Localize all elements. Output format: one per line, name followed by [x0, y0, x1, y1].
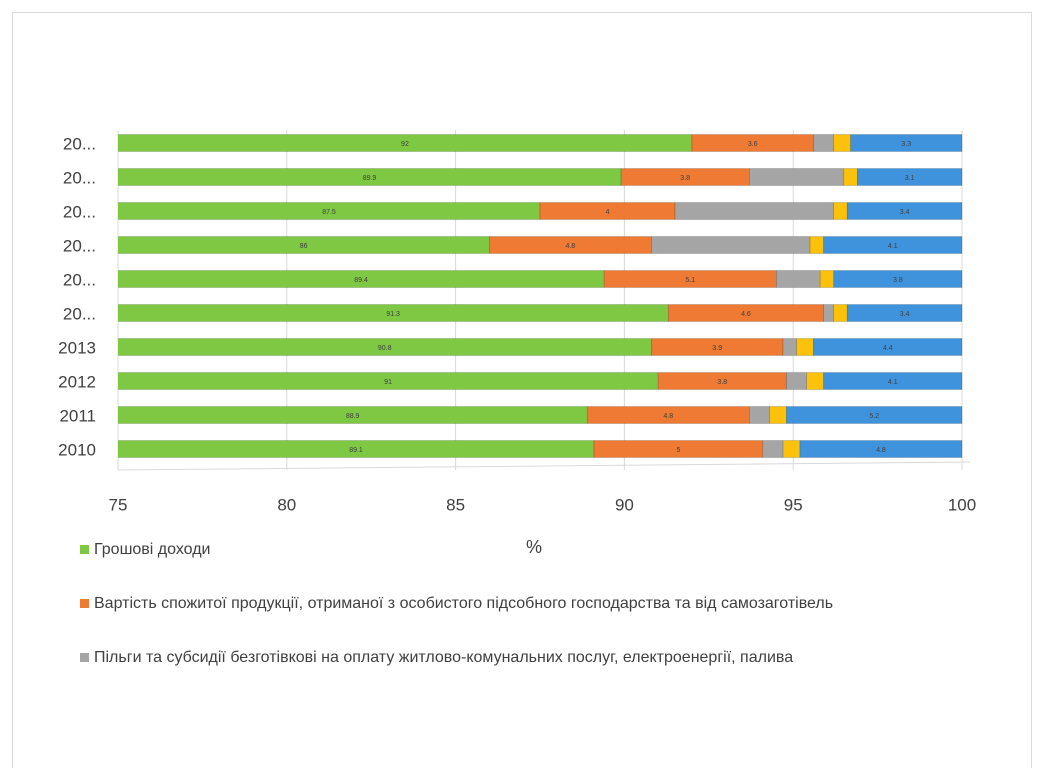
x-tick-label: 75 — [109, 495, 128, 514]
data-label: 4.8 — [566, 243, 576, 250]
bar-segment — [603, 270, 777, 288]
bar-segment — [796, 338, 814, 356]
y-tick-label: 2011 — [59, 406, 96, 425]
data-label: 92 — [401, 141, 409, 148]
data-label: 4.1 — [888, 379, 898, 386]
bar-segment — [809, 236, 824, 254]
data-label: 3.8 — [717, 379, 727, 386]
y-tick-label: 2013 — [58, 338, 96, 357]
y-tick-label: 20... — [63, 168, 96, 187]
data-label: 88.9 — [346, 413, 360, 420]
bar-segment — [762, 440, 784, 458]
bar-segment — [846, 304, 963, 322]
data-label: 4 — [606, 209, 610, 216]
data-label: 89.1 — [349, 447, 363, 454]
data-label: 89.4 — [354, 277, 368, 284]
bar-segment — [813, 134, 835, 152]
bar-segment — [118, 134, 693, 152]
legend-swatch — [80, 599, 89, 608]
bar-segment — [833, 270, 963, 288]
bar-segment — [118, 304, 669, 322]
bar-segment — [799, 440, 963, 458]
x-tick-label: 100 — [948, 495, 976, 514]
legend-label: Вартість спожитої продукції, отриманої з… — [94, 595, 834, 612]
bar-segment — [769, 406, 787, 424]
data-label: 3.8 — [893, 277, 903, 284]
x-axis — [117, 461, 971, 471]
bar-segment — [776, 270, 821, 288]
x-tick-label: 80 — [277, 495, 296, 514]
bar-segment — [833, 202, 848, 220]
chart-frame — [12, 12, 1032, 768]
legend-label: Пільги та субсидії безготівкові на оплат… — [94, 649, 794, 666]
x-tick-label: 90 — [615, 495, 634, 514]
bar-segment — [782, 338, 797, 356]
bar-segment — [823, 236, 963, 254]
data-label: 4.6 — [741, 311, 751, 318]
data-label: 3.1 — [905, 175, 915, 182]
legend-swatch — [80, 545, 89, 554]
data-label: 5.1 — [685, 277, 695, 284]
bar-segment — [833, 134, 851, 152]
bar-segment — [118, 406, 588, 424]
bar-segment — [118, 372, 659, 390]
bar-segment — [118, 338, 652, 356]
data-label: 3.4 — [900, 209, 910, 216]
x-axis-label: % — [526, 537, 542, 557]
y-tick-label: 20... — [63, 236, 96, 255]
data-label: 90.8 — [378, 345, 392, 352]
y-tick-label: 20... — [63, 270, 96, 289]
y-tick-label: 20... — [63, 134, 96, 153]
legend-item: Грошові доходи — [78, 536, 978, 564]
bar-segment — [651, 236, 811, 254]
bar-segment — [806, 372, 824, 390]
data-label: 91.3 — [386, 311, 400, 318]
bar-segment — [749, 406, 770, 424]
data-label: 3.3 — [901, 141, 911, 148]
legend-swatch — [80, 653, 89, 662]
data-label: 3.4 — [900, 311, 910, 318]
bar-segment — [489, 236, 652, 254]
bar-segment — [118, 168, 622, 186]
data-label: 3.8 — [680, 175, 690, 182]
bar-segment — [819, 270, 835, 288]
legend-label: Грошові доходи — [94, 541, 211, 558]
y-tick-label: 20... — [63, 202, 96, 221]
data-label: 5 — [676, 447, 680, 454]
data-label: 4.4 — [883, 345, 893, 352]
data-label: 5.2 — [869, 413, 879, 420]
bar-segment — [813, 338, 963, 356]
data-label: 4.8 — [663, 413, 673, 420]
bar-segment — [674, 202, 835, 220]
bar-segment — [857, 168, 963, 186]
data-label: 3.6 — [748, 141, 758, 148]
y-tick-label: 2010 — [58, 440, 96, 459]
legend-item: Вартість спожитої продукції, отриманої з… — [78, 590, 978, 618]
x-tick-label: 95 — [784, 495, 803, 514]
data-label: 87.5 — [322, 209, 336, 216]
bar-segment — [786, 406, 963, 424]
legend-item: Пільги та субсидії безготівкові на оплат… — [78, 644, 978, 672]
bar-segment — [850, 134, 963, 152]
bar-segment — [786, 372, 808, 390]
x-tick-label: 85 — [446, 495, 465, 514]
bar-segment — [823, 304, 835, 322]
bar-segment — [823, 372, 963, 390]
bar-segment — [846, 202, 963, 220]
data-label: 4.1 — [888, 243, 898, 250]
data-label: 4.8 — [876, 447, 886, 454]
bar-segment — [843, 168, 858, 186]
legend: Грошові доходи Вартість спожитої продукці… — [78, 536, 978, 698]
data-label: 86 — [300, 243, 308, 250]
bar-segment — [833, 304, 848, 322]
y-tick-label: 20... — [63, 304, 96, 323]
bar-segment — [782, 440, 801, 458]
data-label: 3.9 — [712, 345, 722, 352]
y-tick-label: 2012 — [58, 372, 96, 391]
data-label: 89.9 — [363, 175, 377, 182]
data-label: 91 — [384, 379, 392, 386]
bar-segment — [749, 168, 845, 186]
